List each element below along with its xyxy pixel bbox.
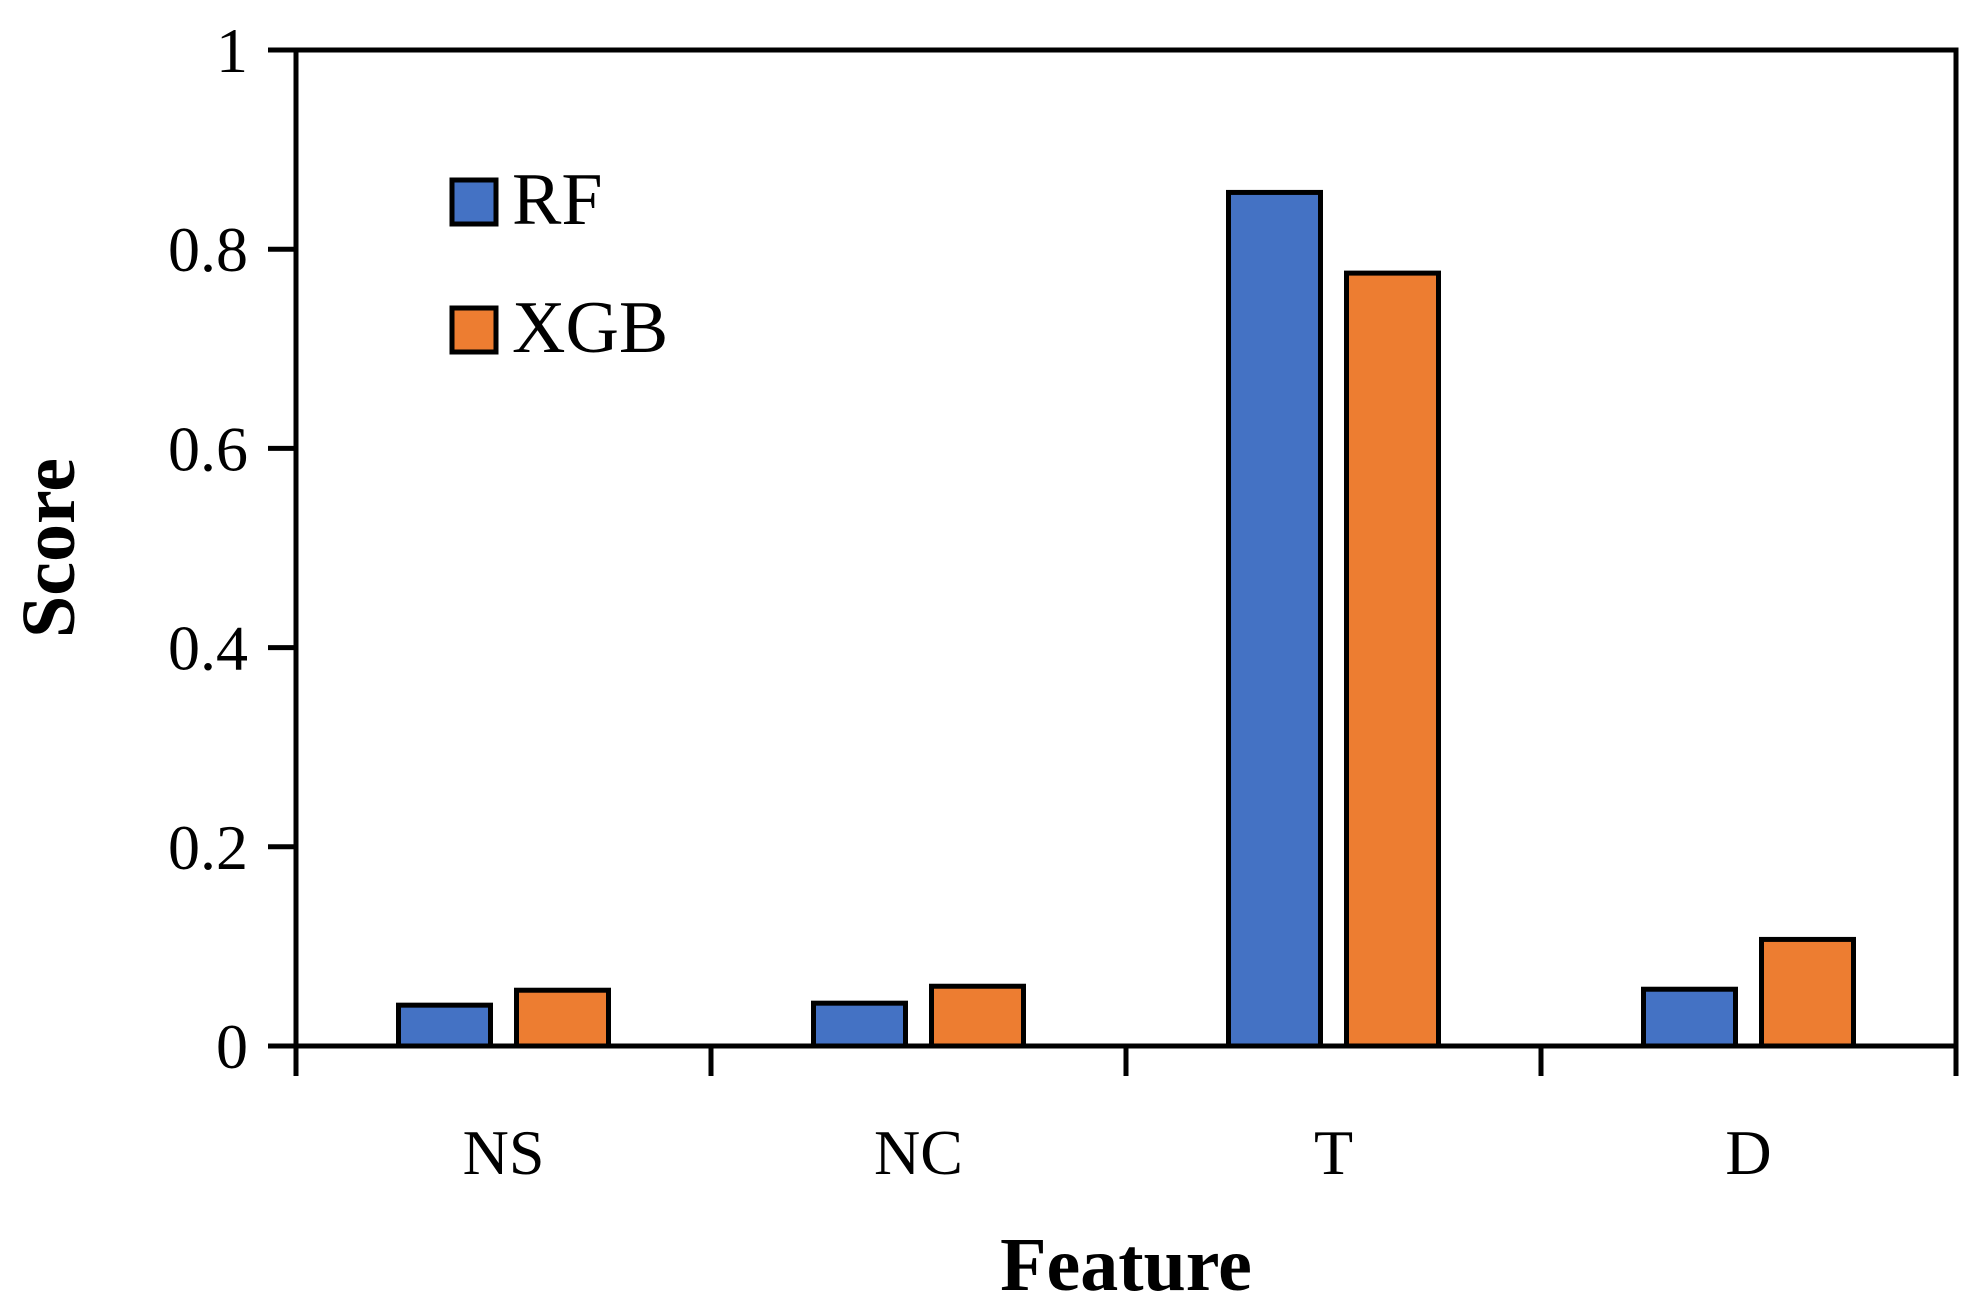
bars-layer (396, 189, 1856, 1049)
legend-label-xgb: XGB (512, 287, 668, 369)
y-tick-label: 0.4 (168, 613, 248, 684)
y-tick-label: 0.6 (168, 413, 248, 484)
x-tick-label: NS (463, 1117, 545, 1188)
bar-rf-t (1226, 189, 1323, 1049)
bar-rf-d (1641, 986, 1738, 1049)
legend-swatch-xgb (449, 305, 499, 355)
bar-rf-ns (396, 1002, 493, 1049)
legend-label-rf: RF (512, 159, 603, 241)
bar-xgb-d (1759, 936, 1856, 1049)
ticks-layer: 0 0.2 0.4 0.6 0.8 1 NS NC T D (168, 15, 1959, 1188)
x-tick-label: D (1725, 1117, 1771, 1188)
y-tick-label: 0.2 (168, 812, 248, 883)
legend-swatch-rf (449, 177, 499, 227)
bar-xgb-nc (929, 983, 1026, 1049)
y-tick-label: 0.8 (168, 214, 248, 285)
x-tick-label: T (1314, 1117, 1353, 1188)
legend: RF XGB (449, 159, 668, 369)
x-tick-label: NC (874, 1117, 963, 1188)
bar-xgb-ns (514, 987, 611, 1049)
bar-xgb-t (1344, 270, 1441, 1049)
y-axis-title: Score (7, 458, 91, 638)
y-tick-label: 1 (216, 15, 248, 86)
bar-rf-nc (811, 1000, 908, 1049)
y-tick-label: 0 (216, 1011, 248, 1082)
x-axis-title: Feature (1000, 1223, 1252, 1307)
